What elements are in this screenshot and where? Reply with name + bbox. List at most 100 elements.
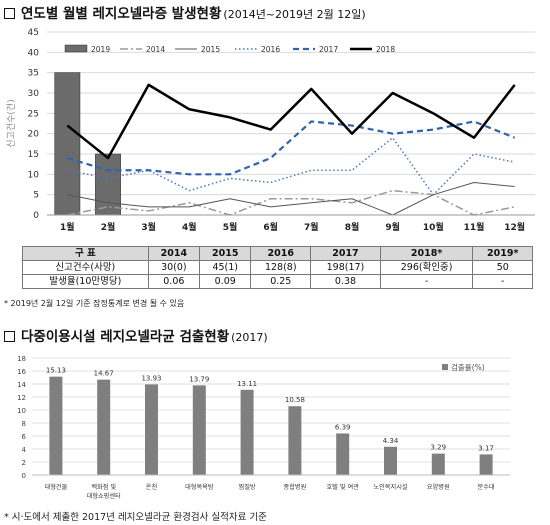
table-row: 발생율(10만명당) 0.06 0.09 0.25 0.38 - - [22, 274, 533, 289]
y-tick-label: 15 [28, 150, 39, 160]
x-tick-label: 대형목욕탕 [185, 483, 214, 491]
y-tick-label: 16 [17, 368, 26, 376]
x-tick-label: 호텔 및 여관 [326, 483, 359, 491]
legend-swatch [442, 364, 448, 370]
section2-heading: 다중이용시설 레지오넬라균 검출현황 (2017) [4, 325, 268, 345]
x-tick-label: 노인복지시설 [373, 483, 407, 491]
table-cell: 45(1) [199, 260, 252, 275]
x-tick-label: 요양병원 [427, 483, 450, 491]
x-tick-label: 4월 [182, 221, 197, 233]
table-cell: 0.06 [147, 274, 201, 289]
section-bullet-icon [4, 8, 15, 19]
table-cell: 30(0) [147, 260, 201, 275]
data-label: 15.13 [46, 367, 66, 375]
section1-title: 연도별 월별 레지오넬라증 발생현황 [21, 6, 222, 22]
table-header: 2017 [310, 246, 381, 261]
table-header: 2014 [147, 246, 201, 261]
legend-label-2019: 2019 [91, 45, 110, 54]
data-label: 3.17 [478, 444, 494, 452]
legend-label-2014: 2014 [146, 45, 165, 54]
table-header: 2019* [472, 246, 533, 261]
line-2016 [67, 136, 515, 196]
table-cell: 128(8) [250, 260, 312, 275]
y-tick-label: 0 [22, 472, 26, 480]
y-tick-label: 40 [28, 48, 40, 58]
bar [145, 384, 158, 475]
y-tick-label: 10 [17, 407, 26, 415]
x-tick-label: 8월 [345, 221, 360, 233]
footnote: * 2019년 2월 12일 기준 잠정통계로 변경 될 수 있음 [4, 299, 185, 308]
row-label: 신고건수(사망) [22, 260, 149, 275]
data-label: 14.67 [94, 370, 114, 378]
x-tick-label: 5월 [223, 221, 238, 233]
line-2017 [67, 120, 516, 176]
x-tick-label: 12월 [504, 221, 525, 233]
y-axis-label: 신고건수(건) [6, 99, 17, 147]
x-tick-label: 7월 [304, 221, 319, 233]
x-tick-label: 찜질방 [239, 483, 256, 491]
legend-label-2018: 2018 [376, 45, 395, 54]
legend-label-2017: 2017 [319, 45, 338, 54]
table-cell: - [379, 274, 474, 289]
section1-subtitle: (2014년~2019년 2월 12일) [223, 8, 366, 21]
legend-swatch-2019 [64, 44, 88, 53]
bar [384, 446, 397, 475]
y-tick-label: 20 [28, 130, 40, 140]
x-tick-label: 대형건물 [45, 483, 68, 491]
section2-title: 다중이용시설 레지오넬라균 검출현황 [21, 329, 230, 345]
bar [97, 379, 111, 475]
y-tick-label: 10 [28, 170, 40, 180]
line-2014 [67, 189, 515, 216]
y-tick-label: 2 [22, 459, 26, 467]
section-bullet-icon [4, 331, 15, 342]
x-tick-label: 2월 [101, 221, 116, 233]
bar [240, 389, 254, 475]
table-header-row: 구 표 2014 2015 2016 2017 2018* 2019* [22, 246, 533, 261]
bar [49, 376, 63, 475]
bar-2019 [54, 72, 81, 216]
y-tick-label: 0 [33, 211, 39, 221]
table-cell: 50 [472, 260, 533, 275]
row-label: 발생율(10만명당) [22, 274, 149, 289]
line-2015 [67, 181, 515, 216]
table-header: 2015 [199, 246, 252, 261]
x-tick-label: 10월 [423, 221, 444, 233]
y-tick-label: 5 [33, 191, 39, 201]
legend-label: 검출률(%) [451, 362, 485, 372]
detection-rate-chart: 0 2 4 6 8 10 12 14 16 18 15.13 14.67 13.93 13.79 13.11… [17, 355, 510, 500]
y-tick-label: 25 [28, 109, 39, 119]
section1-heading: 연도별 월별 레지오넬라증 발생현황 (2014년~2019년 2월 12일) [4, 2, 366, 22]
data-label: 10.58 [285, 396, 305, 404]
bar [336, 433, 350, 475]
data-label: 13.93 [141, 374, 161, 382]
monthly-cases-chart: 0 5 10 15 20 25 30 35 40 45 신고건수(건) 1월 2월 3월 4월 5월 6월 7월 8… [6, 28, 535, 233]
legend-label-2016: 2016 [261, 45, 280, 54]
y-tick-label: 14 [17, 381, 26, 389]
yearly-summary-table: 구 표 2014 2015 2016 2017 2018* 2019* 신고건수… [22, 246, 533, 289]
table-header: 2018* [379, 246, 474, 261]
y-tick-label: 35 [28, 69, 39, 79]
table-cell: 296(확인중) [379, 260, 474, 275]
table-cell: - [472, 274, 533, 289]
x-tick-label: 3월 [141, 221, 156, 233]
data-label: 6.39 [335, 423, 351, 431]
y-tick-label: 4 [22, 446, 27, 454]
x-tick-label: 11월 [464, 221, 485, 233]
data-label: 3.29 [431, 444, 447, 452]
line-2018 [66, 83, 516, 160]
x-tick-label: 1월 [60, 221, 75, 233]
y-tick-label: 45 [28, 28, 39, 38]
y-tick-label: 12 [17, 394, 26, 402]
table-cell: 0.38 [310, 274, 381, 289]
data-label: 13.79 [189, 375, 209, 383]
table-header: 2016 [250, 246, 312, 261]
bar [431, 453, 445, 475]
bar [288, 406, 302, 475]
x-tick-label: 종합병원 [284, 483, 307, 491]
x-tick-label: 분수대 [478, 483, 495, 491]
table-cell: 0.25 [250, 274, 312, 289]
legend-label-2015: 2015 [201, 45, 220, 54]
table-header: 구 표 [22, 246, 149, 261]
table-cell: 0.09 [199, 274, 252, 289]
y-tick-label: 8 [22, 420, 26, 428]
